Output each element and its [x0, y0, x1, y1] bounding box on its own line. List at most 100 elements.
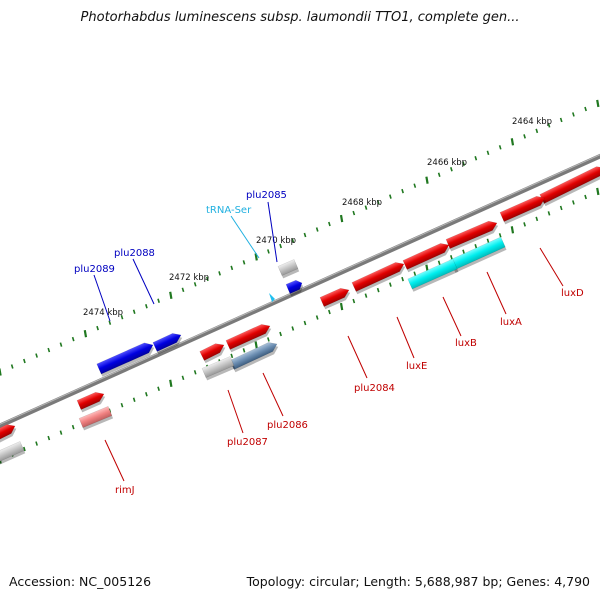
gene-edge-grey-feature[interactable] [0, 441, 26, 466]
gene-plu2084-feature[interactable] [319, 285, 352, 310]
tick-mark [47, 435, 51, 441]
tick-mark [303, 232, 307, 238]
scale-label-2464: 2464 kbp [512, 117, 552, 127]
gene-plu2086-lower-feature[interactable] [229, 339, 280, 373]
gene-plu2087-upper-feature[interactable] [199, 341, 228, 364]
tick-mark [510, 226, 515, 234]
tick-mark [547, 123, 551, 128]
leader-rimJ [104, 439, 125, 482]
gene-label-luxA[interactable]: luxA [500, 317, 522, 328]
tick-mark [535, 216, 539, 222]
gene-label-plu2086[interactable]: plu2086 [267, 420, 308, 431]
gene-luxB-upper-feature[interactable] [445, 218, 500, 252]
gene-label-rimJ[interactable]: rimJ [115, 485, 135, 496]
gene-label-plu2088[interactable]: plu2088 [114, 248, 155, 259]
tick-mark [242, 260, 246, 265]
gene-plu2089-feature[interactable] [96, 340, 157, 377]
tick-mark [572, 112, 575, 117]
tick-mark [584, 106, 587, 112]
tick-mark [132, 309, 136, 314]
tick-mark [120, 402, 124, 408]
tick-mark [145, 392, 148, 397]
gene-luxE-upper-feature[interactable] [402, 240, 452, 273]
tick-mark [23, 446, 26, 452]
tick-mark [462, 249, 465, 254]
gene-rimJ-pink-feature[interactable] [78, 406, 114, 431]
gene-luxA-upper-feature[interactable] [499, 193, 548, 225]
tick-mark [145, 304, 148, 309]
gene-label-luxB[interactable]: luxB [455, 338, 477, 349]
leader-plu2089 [93, 274, 111, 322]
gene-luxD-feature[interactable] [539, 164, 600, 207]
tick-mark [486, 150, 490, 156]
gene-label-luxD[interactable]: luxD [561, 288, 584, 299]
tick-mark [254, 253, 258, 261]
accession-text: Accession: NC_005126 [9, 574, 152, 589]
tick-mark [10, 364, 14, 369]
gene-label-luxE[interactable]: luxE [406, 361, 427, 372]
tick-track-upper [0, 99, 600, 376]
tick-mark [523, 222, 526, 227]
tick-mark [547, 211, 551, 216]
tick-mark [486, 238, 490, 244]
tick-mark [157, 386, 160, 391]
tick-mark [437, 260, 441, 265]
tick-mark [352, 210, 356, 216]
tick-mark [413, 271, 417, 276]
tick-mark [303, 320, 307, 326]
gene-plu2085-grey-feature[interactable] [277, 259, 300, 279]
gene-plu2085-feature[interactable] [285, 278, 305, 297]
tick-mark [279, 243, 282, 249]
tick-mark [437, 172, 441, 177]
tick-mark [389, 282, 392, 287]
gene-label-trna-ser[interactable]: tRNA-Ser [206, 205, 252, 216]
tick-mark [157, 298, 160, 303]
tick-mark [47, 347, 51, 353]
gene-label-plu2087[interactable]: plu2087 [227, 437, 268, 448]
tick-mark [71, 336, 75, 342]
tick-mark [559, 117, 563, 123]
tick-mark [376, 287, 380, 293]
tick-mark [364, 205, 368, 210]
gene-plu2087-grey-feature[interactable] [201, 356, 236, 381]
leader-luxE [396, 316, 415, 359]
gene-label-plu2089[interactable]: plu2089 [74, 264, 115, 275]
genome-backbone [0, 153, 600, 429]
tick-mark [401, 188, 404, 194]
tick-mark [474, 156, 478, 161]
tick-mark [315, 315, 319, 320]
tick-mark [401, 276, 404, 282]
tick-mark [242, 348, 246, 353]
gene-edge-red-feature[interactable] [0, 422, 19, 444]
tick-mark [230, 353, 234, 359]
tick-mark [193, 370, 197, 375]
tick-mark [218, 271, 221, 276]
tick-mark [425, 176, 429, 184]
tick-mark [181, 287, 185, 293]
gene-plu2086-upper-feature[interactable] [225, 321, 273, 353]
scale-label-2470: 2470 kbp [256, 236, 296, 246]
gene-luxB-cyan-feature[interactable] [407, 258, 459, 292]
trna-ser-marker[interactable] [269, 293, 275, 302]
tick-mark [352, 298, 356, 304]
tick-mark [35, 441, 38, 446]
leader-luxA [486, 271, 507, 315]
tick-mark [376, 199, 380, 205]
gene-rimJ-upper-feature[interactable] [76, 389, 107, 413]
leader-plu2085 [267, 201, 278, 263]
tick-mark [59, 342, 63, 347]
leader-plu2084 [347, 335, 368, 379]
tick-mark [339, 214, 344, 223]
gene-label-plu2085[interactable]: plu2085 [246, 190, 287, 201]
gene-features [0, 164, 600, 466]
gene-lux-upper-feature[interactable] [351, 259, 407, 295]
tick-mark [83, 329, 88, 338]
tick-mark [23, 358, 26, 364]
tick-mark [535, 128, 539, 134]
tick-mark [0, 456, 2, 464]
gene-label-plu2084[interactable]: plu2084 [354, 383, 395, 394]
tick-mark [254, 341, 258, 349]
gene-plu2088-feature[interactable] [152, 330, 184, 355]
